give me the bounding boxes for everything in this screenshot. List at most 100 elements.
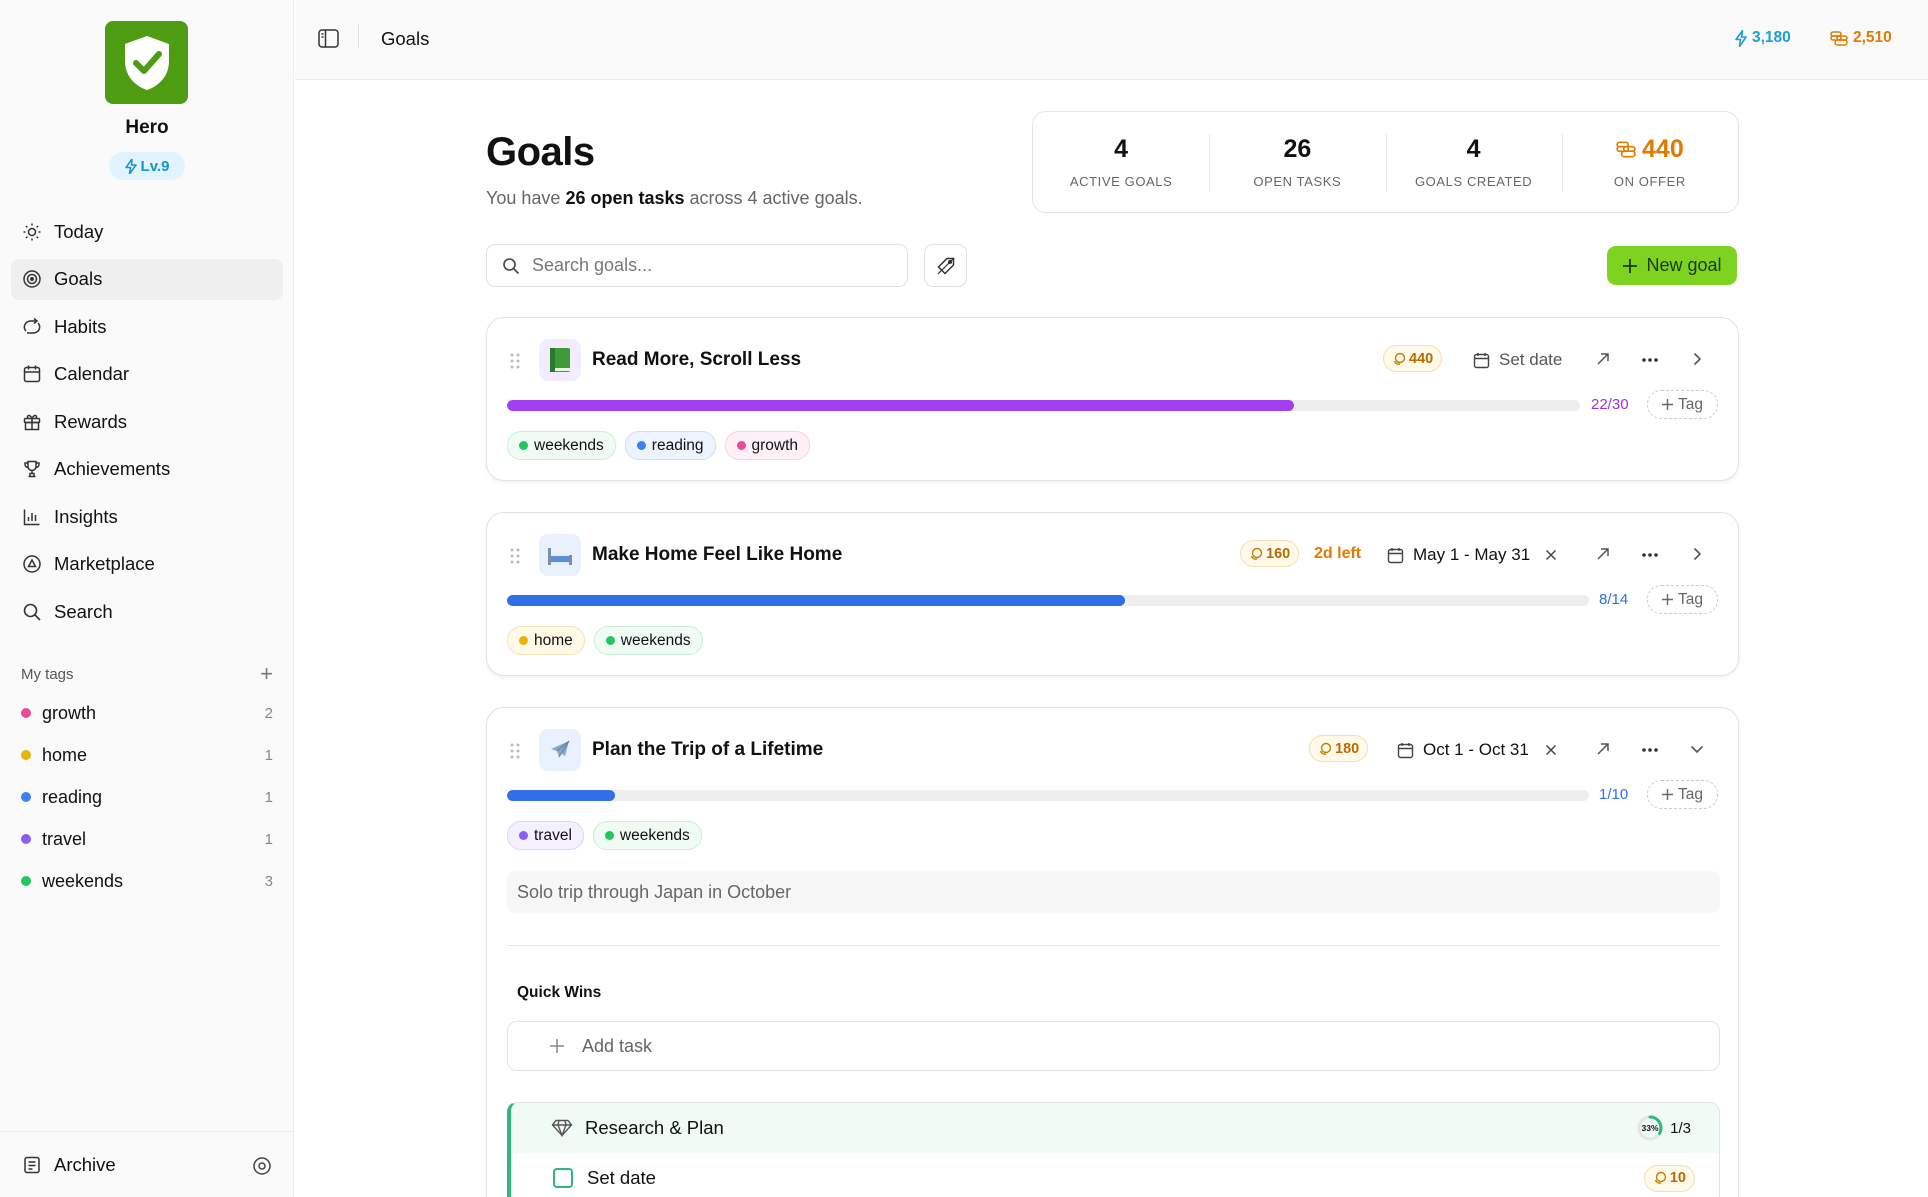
coins-icon [1830, 30, 1848, 46]
tag-chip-growth[interactable]: growth [724, 431, 811, 460]
sidebar-toggle-icon[interactable] [318, 29, 339, 48]
sidebar-item-label: Calendar [54, 363, 130, 384]
chevron-down-icon[interactable] [1690, 745, 1704, 754]
tag-color-dot [21, 708, 31, 718]
goal-emoji[interactable] [539, 339, 581, 381]
sidebar-tag-weekends[interactable]: weekends 3 [21, 860, 273, 902]
open-arrow-icon[interactable] [1596, 742, 1610, 756]
tag-chip-weekends[interactable]: weekends [593, 626, 703, 655]
sidebar-tag-reading[interactable]: reading 1 [21, 776, 273, 818]
more-options-icon[interactable] [1642, 358, 1658, 362]
stat-label: GOALS CREATED [1414, 174, 1533, 189]
sidebar-item-habits[interactable]: Habits [11, 306, 283, 347]
drag-handle-icon[interactable] [510, 353, 520, 369]
clear-date-icon[interactable] [1545, 744, 1557, 756]
tag-chip-weekends[interactable]: weekends [592, 821, 702, 850]
tag-chip-home[interactable]: home [507, 626, 585, 655]
coin-value: 2,510 [1853, 29, 1892, 46]
stat-label: ACTIVE GOALS [1069, 174, 1173, 189]
stat-goals-created: 4 GOALS CREATED [1385, 112, 1562, 212]
sidebar-tag-growth[interactable]: growth 2 [21, 692, 273, 734]
sidebar: Hero Lv.9 Today Goals Habits Calendar Re… [0, 0, 294, 1197]
tag-chip-travel[interactable]: travel [507, 821, 584, 850]
goal-card-expanded[interactable]: Plan the Trip of a Lifetime 180 Oct 1 - … [486, 707, 1739, 1197]
search-box [486, 244, 908, 287]
date-range-button[interactable]: Oct 1 - Oct 31 [1397, 740, 1529, 760]
tags-heading: My tags [21, 665, 74, 683]
sidebar-item-calendar[interactable]: Calendar [11, 354, 283, 395]
sidebar-item-rewards[interactable]: Rewards [11, 401, 283, 442]
tag-chip-reading[interactable]: reading [624, 431, 716, 460]
archive-link[interactable]: Archive [22, 1154, 116, 1176]
level-badge: Lv.9 [109, 152, 185, 180]
goal-title[interactable]: Make Home Feel Like Home [592, 544, 843, 565]
sidebar-item-marketplace[interactable]: Marketplace [11, 544, 283, 585]
add-tag-button[interactable]: Tag [1647, 585, 1718, 614]
stat-value: 4 [1114, 135, 1129, 163]
search-goals-input[interactable] [532, 255, 892, 276]
goal-title[interactable]: Read More, Scroll Less [592, 349, 802, 370]
chevron-right-icon[interactable] [1693, 547, 1702, 561]
task-row[interactable]: Set date 10 [511, 1153, 1719, 1197]
sidebar-item-achievements[interactable]: Achievements [11, 449, 283, 490]
lightning-icon [1735, 29, 1747, 47]
more-options-icon[interactable] [1642, 748, 1658, 752]
goal-tags: weekends reading growth [507, 431, 811, 460]
drag-handle-icon[interactable] [510, 548, 520, 564]
add-tag-button[interactable]: Tag [1647, 780, 1718, 809]
add-tag-button[interactable]: Tag [1647, 390, 1718, 419]
progress-fill [507, 400, 1294, 411]
level-label: Lv.9 [140, 157, 170, 175]
app-logo[interactable] [105, 21, 188, 104]
stat-active-goals: 4 ACTIVE GOALS [1033, 112, 1209, 212]
stat-on-offer: 440 ON OFFER [1561, 112, 1738, 212]
new-goal-button[interactable]: New goal [1607, 246, 1737, 285]
milestone-header[interactable]: Research & Plan 33% 1/3 [511, 1103, 1719, 1153]
reward-value: 180 [1335, 740, 1360, 757]
sidebar-item-insights[interactable]: Insights [11, 496, 283, 537]
goal-emoji[interactable] [539, 534, 581, 576]
sidebar-tag-home[interactable]: home 1 [21, 734, 273, 776]
open-arrow-icon[interactable] [1596, 352, 1610, 366]
tag-filter-button[interactable] [924, 244, 967, 287]
reward-value: 440 [1409, 350, 1434, 367]
stat-value: 26 [1283, 135, 1312, 163]
progress-fill [507, 595, 1125, 606]
more-options-icon[interactable] [1642, 553, 1658, 557]
goal-card[interactable]: Make Home Feel Like Home 160 2d left May… [486, 512, 1739, 676]
task-title[interactable]: Set date [587, 1167, 656, 1188]
goal-description[interactable]: Solo trip through Japan in October [507, 871, 1720, 913]
clear-date-icon[interactable] [1545, 549, 1557, 561]
chevron-right-icon[interactable] [1693, 352, 1702, 366]
add-tag-icon[interactable]: + [260, 661, 273, 686]
tag-chip-weekends[interactable]: weekends [507, 431, 616, 460]
add-task-input[interactable]: Add task [507, 1021, 1720, 1071]
tag-color-dot [21, 792, 31, 802]
goal-emoji[interactable] [539, 729, 581, 771]
date-range-button[interactable]: May 1 - May 31 [1387, 545, 1530, 565]
page-title: Goals [486, 130, 595, 174]
open-arrow-icon[interactable] [1596, 547, 1610, 561]
goal-card[interactable]: Read More, Scroll Less 440 Set date 22/3… [486, 317, 1739, 481]
goal-title[interactable]: Plan the Trip of a Lifetime [592, 739, 824, 760]
stat-open-tasks: 26 OPEN TASKS [1209, 112, 1385, 212]
plus-icon [1662, 594, 1673, 605]
task-checkbox[interactable] [553, 1168, 573, 1188]
sidebar-item-goals[interactable]: Goals [11, 258, 283, 300]
drag-handle-icon[interactable] [510, 743, 520, 759]
sidebar-tag-travel[interactable]: travel 1 [21, 818, 273, 860]
tag-color-dot [636, 441, 646, 450]
goal-tags: home weekends [507, 626, 703, 655]
progress-bar [507, 595, 1589, 606]
tag-color-dot [519, 831, 528, 840]
sidebar-item-today[interactable]: Today [11, 211, 283, 252]
trophy-icon [24, 460, 40, 478]
sidebar-item-search[interactable]: Search [11, 591, 283, 632]
tag-color-dot [519, 636, 528, 645]
marketplace-icon [23, 555, 41, 573]
tag-list: growth 2 home 1 reading 1 travel 1 weekends 3 [21, 692, 273, 902]
reward-pill: 160 [1240, 540, 1300, 567]
settings-icon[interactable] [252, 1156, 272, 1176]
set-date-button[interactable]: Set date [1473, 350, 1562, 370]
tag-color-dot [604, 831, 614, 840]
